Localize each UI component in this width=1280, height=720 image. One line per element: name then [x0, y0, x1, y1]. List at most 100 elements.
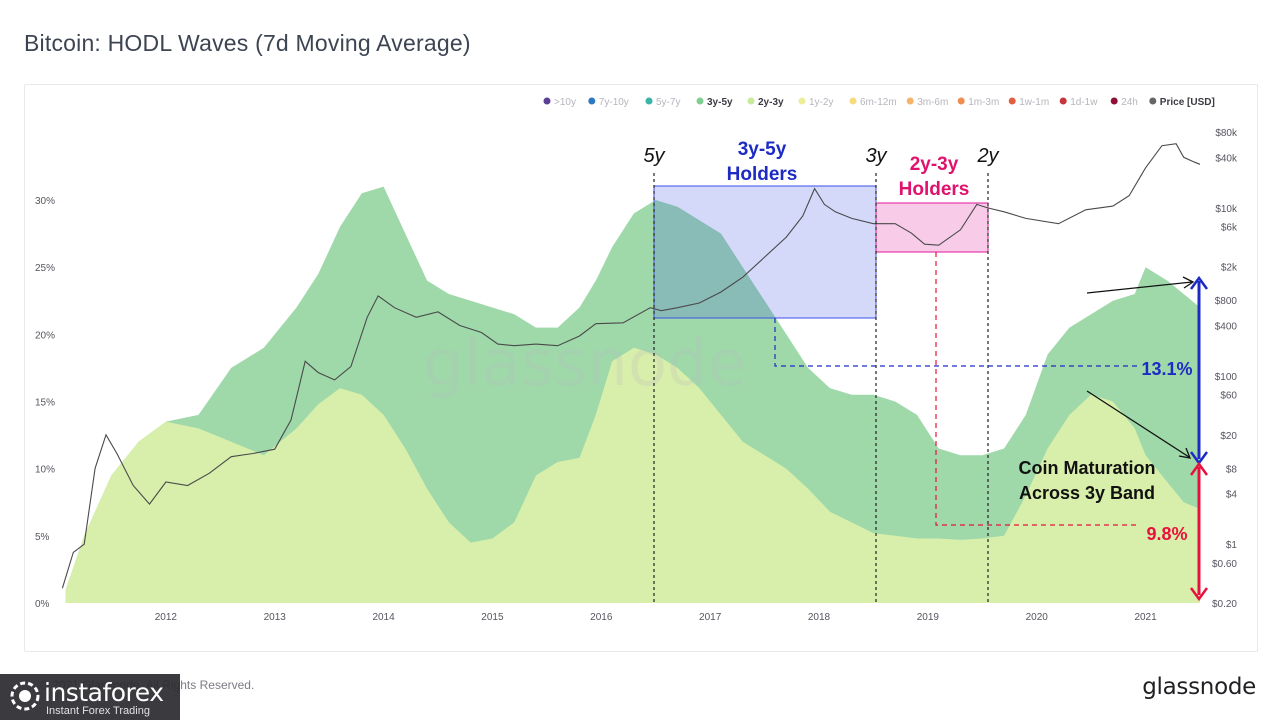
page-title: Bitcoin: HODL Waves (7d Moving Average): [24, 30, 471, 56]
y-right-tick-label: $400: [1215, 321, 1238, 332]
x-tick-label: 2013: [264, 612, 287, 623]
legend-item-5y-7y[interactable]: 5y-7y: [645, 97, 681, 108]
legend-item-1y-2y[interactable]: 1y-2y: [798, 97, 834, 108]
y-right-tick-label: $6k: [1221, 223, 1238, 234]
legend-swatch: [906, 97, 914, 105]
legend-item-1d-1w[interactable]: 1d-1w: [1059, 97, 1099, 108]
instaforex-watermark: instaforex Instant Forex Trading: [0, 674, 180, 720]
legend-item-6m-12m[interactable]: 6m-12m: [849, 97, 897, 108]
pointer-arrow-top-head: [1182, 276, 1195, 289]
legend-item-2y-3y[interactable]: 2y-3y: [747, 97, 785, 108]
legend-swatch: [1008, 97, 1016, 105]
label-3y-5y-holders: Holders: [727, 164, 798, 185]
y-right-tick-label: $100: [1215, 372, 1238, 383]
legend: >10y 7y-10y 5y-7y 3y-5y 2y-3y 1y-2y 6m-12m 3m-6…: [543, 97, 1215, 108]
y-right-tick-label: $0.60: [1212, 559, 1237, 570]
legend-swatch: [849, 97, 857, 105]
x-tick-label: 2017: [699, 612, 722, 623]
legend-swatch: [1149, 97, 1157, 105]
holders-2y-3y-box: [875, 202, 989, 253]
y-right-tick-label: $800: [1215, 296, 1238, 307]
legend-swatch: [1110, 97, 1118, 105]
marker-5y: 5y: [643, 145, 665, 167]
legend-item-3m-6m[interactable]: 3m-6m: [906, 97, 949, 108]
legend-item-7y-10y[interactable]: 7y-10y: [588, 97, 629, 108]
price-series: [61, 143, 1201, 589]
annotations: 5y 3y 2y 3y-5y Holders 2y-3y Holders 13.1% 9.8% C…: [643, 139, 1209, 602]
y-right-tick-label: $2k: [1221, 263, 1238, 274]
arrow-red-head-top: [1189, 461, 1209, 476]
y-right-tick-label: $60: [1220, 391, 1237, 402]
y-right-tick-label: $0.20: [1212, 599, 1237, 610]
legend-item-price-usd-[interactable]: Price [USD]: [1149, 97, 1215, 108]
y-left-tick-label: 5%: [35, 532, 50, 543]
instaforex-tagline: Instant Forex Trading: [46, 705, 150, 717]
pct-13-1: 13.1%: [1141, 359, 1192, 379]
holder-boxes: [653, 185, 989, 319]
x-tick-label: 2020: [1026, 612, 1049, 623]
legend-label: 2y-3y: [758, 97, 784, 108]
area-series: [65, 186, 1201, 603]
instaforex-brand: instaforex: [44, 678, 164, 707]
x-tick-label: 2012: [155, 612, 178, 623]
glassnode-logo[interactable]: glassnode: [1142, 674, 1256, 700]
connector-9-8: [935, 252, 1137, 526]
chart-watermark: glassnode: [423, 327, 747, 401]
legend-label: Price [USD]: [1160, 97, 1215, 108]
x-tick-label: 2016: [590, 612, 613, 623]
maturation-label-2: Across 3y Band: [1019, 483, 1155, 503]
hodl-waves-chart: >10y 7y-10y 5y-7y 3y-5y 2y-3y 1y-2y 6m-12m 3m-6…: [35, 97, 1238, 623]
holders-3y-5y-box: [653, 185, 877, 319]
x-tick-label: 2014: [372, 612, 395, 623]
label-2y-3y: 2y-3y: [910, 154, 959, 175]
legend-label: 3m-6m: [917, 97, 948, 108]
pointer-arrow-bottom-head: [1178, 447, 1192, 459]
legend-item-24h[interactable]: 24h: [1110, 97, 1138, 108]
y-right-tick-label: $8: [1226, 464, 1238, 475]
y-left-tick-label: 0%: [35, 599, 50, 610]
legend-item-3y-5y[interactable]: 3y-5y: [696, 97, 734, 108]
x-tick-label: 2015: [481, 612, 504, 623]
x-tick-label: 2021: [1134, 612, 1157, 623]
legend-swatch: [696, 97, 704, 105]
legend-label: 1y-2y: [809, 97, 833, 108]
legend-label: 7y-10y: [599, 97, 629, 108]
legend-item-1w-1m[interactable]: 1w-1m: [1008, 97, 1050, 108]
connector-13-1: [774, 318, 1137, 367]
pointer-arrow-top: [1086, 281, 1193, 294]
chart-panel: >10y 7y-10y 5y-7y 3y-5y 2y-3y 1y-2y 6m-12m 3m-6…: [24, 84, 1258, 652]
legend-swatch: [1059, 97, 1067, 105]
pointer-arrow-bottom: [1086, 390, 1190, 458]
y-left-tick-label: 20%: [35, 330, 55, 341]
y-right-tick-label: $4: [1226, 490, 1238, 501]
legend-swatch: [798, 97, 806, 105]
y-left-tick-label: 15%: [35, 398, 55, 409]
legend-label: 3y-5y: [707, 97, 733, 108]
legend-label: 1w-1m: [1019, 97, 1049, 108]
legend-label: 6m-12m: [860, 97, 897, 108]
y-left-tick-label: 10%: [35, 465, 55, 476]
y-right-tick-label: $80k: [1215, 128, 1238, 139]
axes: 2012 2013 2014 2015 2016 2017 2018 2019 2020 2021…: [35, 128, 1238, 623]
x-tick-label: 2018: [808, 612, 831, 623]
legend-swatch: [588, 97, 596, 105]
y-right-tick-label: $20: [1220, 431, 1237, 442]
legend-swatch: [543, 97, 551, 105]
instaforex-logo-icon: [10, 681, 40, 711]
label-2y-3y-holders: Holders: [899, 179, 970, 200]
legend-item--10y[interactable]: >10y: [543, 97, 576, 108]
legend-swatch: [957, 97, 965, 105]
marker-3y: 3y: [865, 145, 887, 167]
x-tick-label: 2019: [917, 612, 940, 623]
arrow-blue-head-top: [1189, 275, 1209, 290]
legend-swatch: [747, 97, 755, 105]
y-right-tick-label: $40k: [1215, 153, 1238, 164]
maturation-label-1: Coin Maturation: [1019, 458, 1156, 478]
y-right-tick-label: $10k: [1215, 204, 1238, 215]
price-line: [61, 143, 1201, 589]
legend-label: 24h: [1121, 97, 1138, 108]
legend-label: 1m-3m: [968, 97, 999, 108]
y-left-tick-label: 25%: [35, 263, 55, 274]
pct-9-8: 9.8%: [1146, 524, 1187, 544]
legend-item-1m-3m[interactable]: 1m-3m: [957, 97, 1000, 108]
